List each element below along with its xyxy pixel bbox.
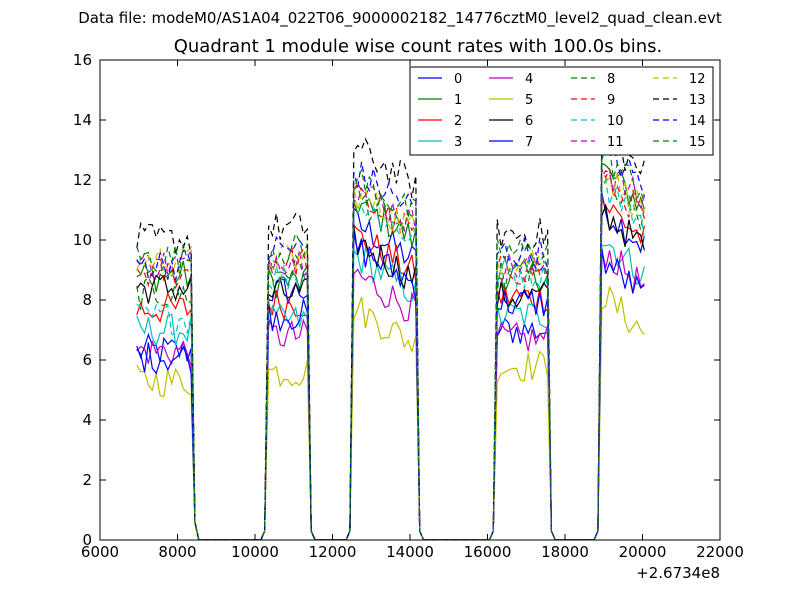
chart-title: Quadrant 1 module wise count rates with … [173,36,663,57]
legend-label-11: 11 [607,135,624,150]
legend-label-15: 15 [689,135,706,150]
x-axis: 6000 8000 10000 12000 14000 16000 18000 20000 22… [81,60,744,561]
legend-label-4: 4 [525,72,533,87]
legend-label-0: 0 [454,72,462,87]
series-layer [136,132,645,540]
x-tick-label: 14000 [386,543,434,561]
y-tick-label: 0 [82,531,92,549]
series-line-7 [136,233,645,540]
legend-label-7: 7 [525,135,533,150]
x-tick-label: 8000 [158,543,196,561]
y-tick-label: 6 [82,351,92,369]
y-tick-label: 2 [82,471,92,489]
series-line-11 [136,168,645,540]
series-line-0 [136,192,645,540]
legend-label-8: 8 [607,72,615,87]
series-line-5 [136,285,645,540]
legend-label-6: 6 [525,114,533,129]
legend-frame [409,66,714,156]
x-tick-label: 12000 [309,543,357,561]
legend-label-14: 14 [689,114,706,129]
x-axis-offset-label: +2.6734e8 [636,564,720,582]
y-tick-label: 8 [82,291,92,309]
x-tick-label: 20000 [619,543,667,561]
y-tick-label: 10 [73,231,92,249]
legend-label-1: 1 [454,93,462,108]
y-tick-label: 16 [73,51,92,69]
series-line-2 [136,199,645,540]
series-line-15 [136,146,645,540]
legend-label-9: 9 [607,93,615,108]
x-tick-label: 6000 [81,543,119,561]
x-tick-label: 10000 [231,543,279,561]
x-tick-label: 16000 [464,543,512,561]
y-tick-label: 4 [82,411,92,429]
legend-label-12: 12 [689,72,706,87]
series-line-12 [136,172,645,540]
series-line-3 [136,244,645,540]
legend-label-10: 10 [607,114,624,129]
x-tick-label: 22000 [696,543,744,561]
y-tick-label: 12 [73,171,92,189]
series-line-9 [136,167,645,540]
legend-label-3: 3 [454,135,462,150]
legend-label-2: 2 [454,114,462,129]
legend-label-13: 13 [689,93,706,108]
series-line-13 [136,132,645,540]
figure-supertitle: Data file: modeM0/AS1A04_022T06_90000021… [78,9,722,27]
y-tick-label: 14 [73,111,92,129]
series-line-14 [136,135,645,540]
series-line-8 [136,173,645,540]
legend-label-5: 5 [525,93,533,108]
series-line-4 [136,250,645,540]
x-tick-label: 18000 [541,543,589,561]
